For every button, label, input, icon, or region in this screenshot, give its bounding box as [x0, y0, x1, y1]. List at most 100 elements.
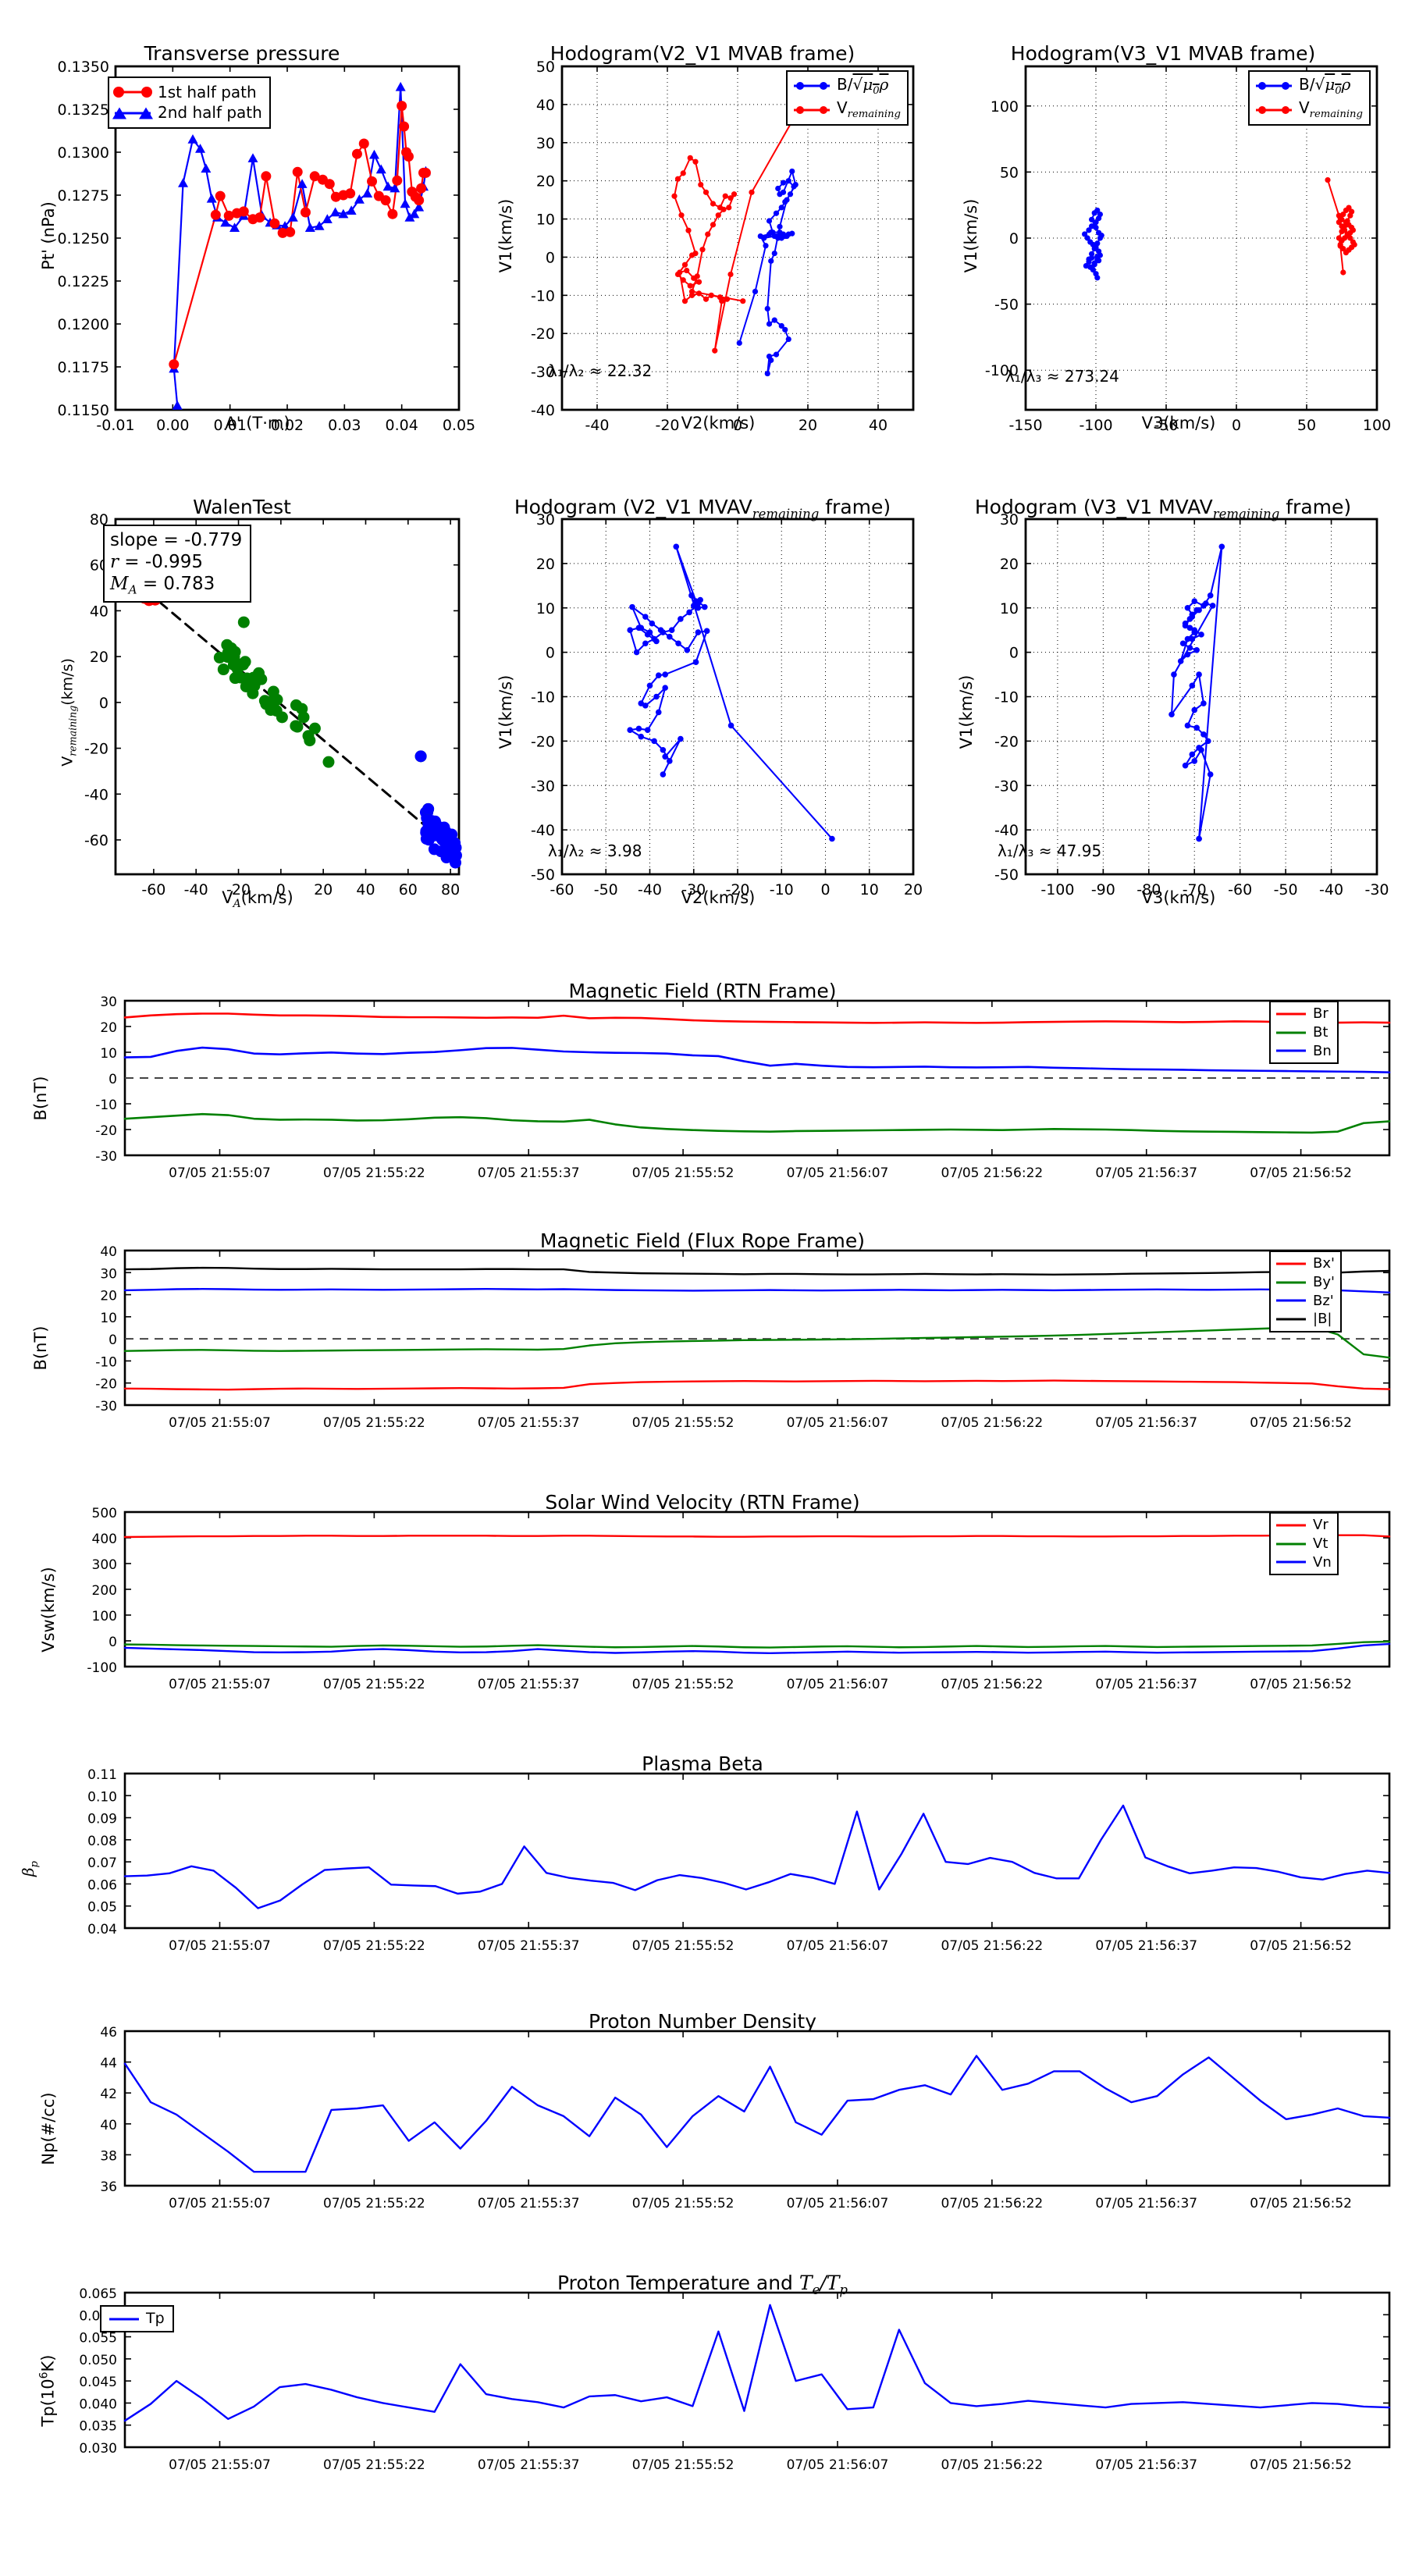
- svg-text:20: 20: [314, 881, 333, 898]
- svg-text:0.030: 0.030: [79, 2441, 117, 2457]
- svg-text:0.1325: 0.1325: [58, 101, 109, 119]
- svg-text:07/05 21:55:52: 07/05 21:55:52: [632, 2196, 735, 2211]
- legend-item: Bn: [1276, 1042, 1332, 1061]
- svg-text:40: 40: [100, 1244, 117, 1260]
- svg-text:07/05 21:56:07: 07/05 21:56:07: [787, 1677, 889, 1692]
- svg-text:07/05 21:55:22: 07/05 21:55:22: [323, 1938, 425, 1954]
- legend: Br Bt Bn: [1269, 1001, 1339, 1065]
- svg-text:-10: -10: [95, 1098, 117, 1113]
- svg-text:30: 30: [100, 994, 117, 1010]
- svg-text:07/05 21:55:07: 07/05 21:55:07: [169, 2457, 271, 2473]
- svg-text:-60: -60: [141, 881, 165, 898]
- svg-text:0.08: 0.08: [87, 1834, 117, 1849]
- panel-hodogram-v3v1-mvab: Hodogram(V3_V1 MVAB frame) V1(km/s) V3(k…: [944, 16, 1382, 437]
- svg-text:-20: -20: [95, 1123, 117, 1139]
- svg-text:0.1150: 0.1150: [58, 402, 109, 419]
- svg-text:500: 500: [92, 1506, 117, 1521]
- svg-text:07/05 21:55:52: 07/05 21:55:52: [632, 1415, 735, 1431]
- svg-text:07/05 21:56:52: 07/05 21:56:52: [1250, 2196, 1352, 2211]
- svg-text:0: 0: [1232, 417, 1241, 434]
- y-axis-label: Vsw(km/s): [39, 1567, 58, 1653]
- eigenvalue-ratio-annotation: λ₁/λ₃ ≈ 273.24: [1005, 367, 1119, 386]
- svg-text:07/05 21:56:22: 07/05 21:56:22: [941, 2457, 1043, 2473]
- panel-transverse-pressure: Transverse pressure Pt' (nPa) A' (T·m) 1…: [23, 16, 453, 437]
- svg-text:0.00: 0.00: [156, 417, 189, 434]
- svg-text:-50: -50: [1154, 417, 1178, 434]
- svg-text:07/05 21:56:07: 07/05 21:56:07: [787, 2196, 889, 2211]
- legend-item: Bz': [1276, 1292, 1335, 1311]
- svg-text:07/05 21:55:37: 07/05 21:55:37: [478, 2196, 580, 2211]
- x-axis-label: V2(km/s): [681, 888, 756, 907]
- panel-title: Magnetic Field (Flux Rope Frame): [539, 1229, 866, 1252]
- y-axis-label: Vremaining(km/s): [59, 658, 79, 767]
- legend-label: Bx': [1313, 1255, 1335, 1272]
- panel-title: Solar Wind Velocity (RTN Frame): [545, 1491, 860, 1514]
- x-axis-label: V2(km/s): [681, 414, 756, 432]
- svg-text:50: 50: [536, 59, 555, 76]
- svg-text:07/05 21:55:07: 07/05 21:55:07: [169, 1165, 271, 1181]
- svg-text:-40: -40: [1319, 881, 1343, 898]
- svg-text:07/05 21:56:52: 07/05 21:56:52: [1250, 1165, 1352, 1181]
- svg-text:-20: -20: [531, 326, 555, 343]
- svg-text:20: 20: [100, 1289, 117, 1304]
- svg-text:0.05: 0.05: [87, 1900, 117, 1916]
- svg-text:07/05 21:56:37: 07/05 21:56:37: [1095, 1938, 1197, 1954]
- legend-label: Tp: [146, 2310, 165, 2327]
- svg-text:-100: -100: [87, 1660, 117, 1676]
- y-axis-label: V1(km/s): [957, 674, 976, 749]
- svg-text:30: 30: [536, 511, 555, 528]
- panel-title: Hodogram(V2_V1 MVAB frame): [550, 42, 855, 65]
- svg-text:100: 100: [92, 1609, 117, 1624]
- svg-text:-10: -10: [770, 881, 794, 898]
- svg-text:07/05 21:56:22: 07/05 21:56:22: [941, 1938, 1043, 1954]
- panel-proton-temperature: Proton Temperature and Te/Tp Tp(106K) Tp: [0, 2260, 1405, 2510]
- svg-text:-50: -50: [531, 866, 555, 884]
- svg-text:07/05 21:55:22: 07/05 21:55:22: [323, 2196, 425, 2211]
- svg-text:40: 40: [90, 603, 108, 620]
- svg-text:0.055: 0.055: [79, 2331, 117, 2347]
- svg-text:0: 0: [546, 645, 555, 662]
- legend: B/√μ0ρ Vremaining: [1247, 70, 1371, 126]
- svg-text:07/05 21:56:22: 07/05 21:56:22: [941, 2196, 1043, 2211]
- svg-text:20: 20: [1000, 556, 1019, 573]
- legend-item: 2nd half path: [112, 102, 262, 123]
- svg-text:-30: -30: [994, 777, 1019, 795]
- panel-title: Magnetic Field (RTN Frame): [568, 980, 837, 1002]
- panel-hodogram-v2v1-mvavr: Hodogram (V2_V1 MVAVremaining frame) V1(…: [484, 476, 913, 913]
- svg-text:07/05 21:55:52: 07/05 21:55:52: [632, 2457, 735, 2473]
- svg-text:-20: -20: [655, 417, 679, 434]
- panel-title: Hodogram (V2_V1 MVAVremaining frame): [514, 496, 891, 521]
- panel-mag-fluxrope: Magnetic Field (Flux Rope Frame) B(nT) B…: [0, 1218, 1405, 1452]
- svg-text:-150: -150: [1008, 417, 1042, 434]
- svg-text:40: 40: [869, 417, 887, 434]
- svg-text:-30: -30: [531, 777, 555, 795]
- svg-text:400: 400: [92, 1532, 117, 1547]
- fit-stats-box: slope = -0.779 r = -0.995 MA = 0.783: [103, 525, 252, 603]
- svg-text:07/05 21:56:52: 07/05 21:56:52: [1250, 1938, 1352, 1954]
- svg-text:0.05: 0.05: [443, 417, 475, 434]
- svg-text:-40: -40: [184, 881, 208, 898]
- panel-title: Hodogram (V3_V1 MVAVremaining frame): [974, 496, 1352, 521]
- panel-hodogram-v2v1-mvab: Hodogram(V2_V1 MVAB frame) V1(km/s) V2(k…: [484, 16, 913, 437]
- svg-text:0.065: 0.065: [79, 2286, 117, 2302]
- legend-label: Bz': [1313, 1292, 1334, 1309]
- legend-label: 2nd half path: [158, 103, 262, 123]
- svg-text:-50: -50: [994, 297, 1019, 314]
- svg-text:0: 0: [1009, 645, 1019, 662]
- legend-label: Vn: [1313, 1553, 1332, 1571]
- legend-item: B/√μ0ρ: [793, 74, 901, 98]
- svg-text:20: 20: [536, 556, 555, 573]
- svg-text:07/05 21:56:37: 07/05 21:56:37: [1095, 2196, 1197, 2211]
- legend-item: Bx': [1276, 1254, 1335, 1273]
- svg-text:50: 50: [1000, 164, 1019, 181]
- svg-text:-10: -10: [994, 689, 1019, 706]
- legend-item: |B|: [1276, 1310, 1335, 1329]
- legend-label: Vt: [1313, 1535, 1329, 1552]
- svg-text:-40: -40: [531, 402, 555, 419]
- svg-text:-20: -20: [531, 733, 555, 750]
- svg-text:07/05 21:55:52: 07/05 21:55:52: [632, 1677, 735, 1692]
- panel-plasma-beta: Plasma Beta βp: [0, 1741, 1405, 1975]
- svg-text:0.1175: 0.1175: [58, 359, 109, 376]
- svg-text:0: 0: [733, 417, 742, 434]
